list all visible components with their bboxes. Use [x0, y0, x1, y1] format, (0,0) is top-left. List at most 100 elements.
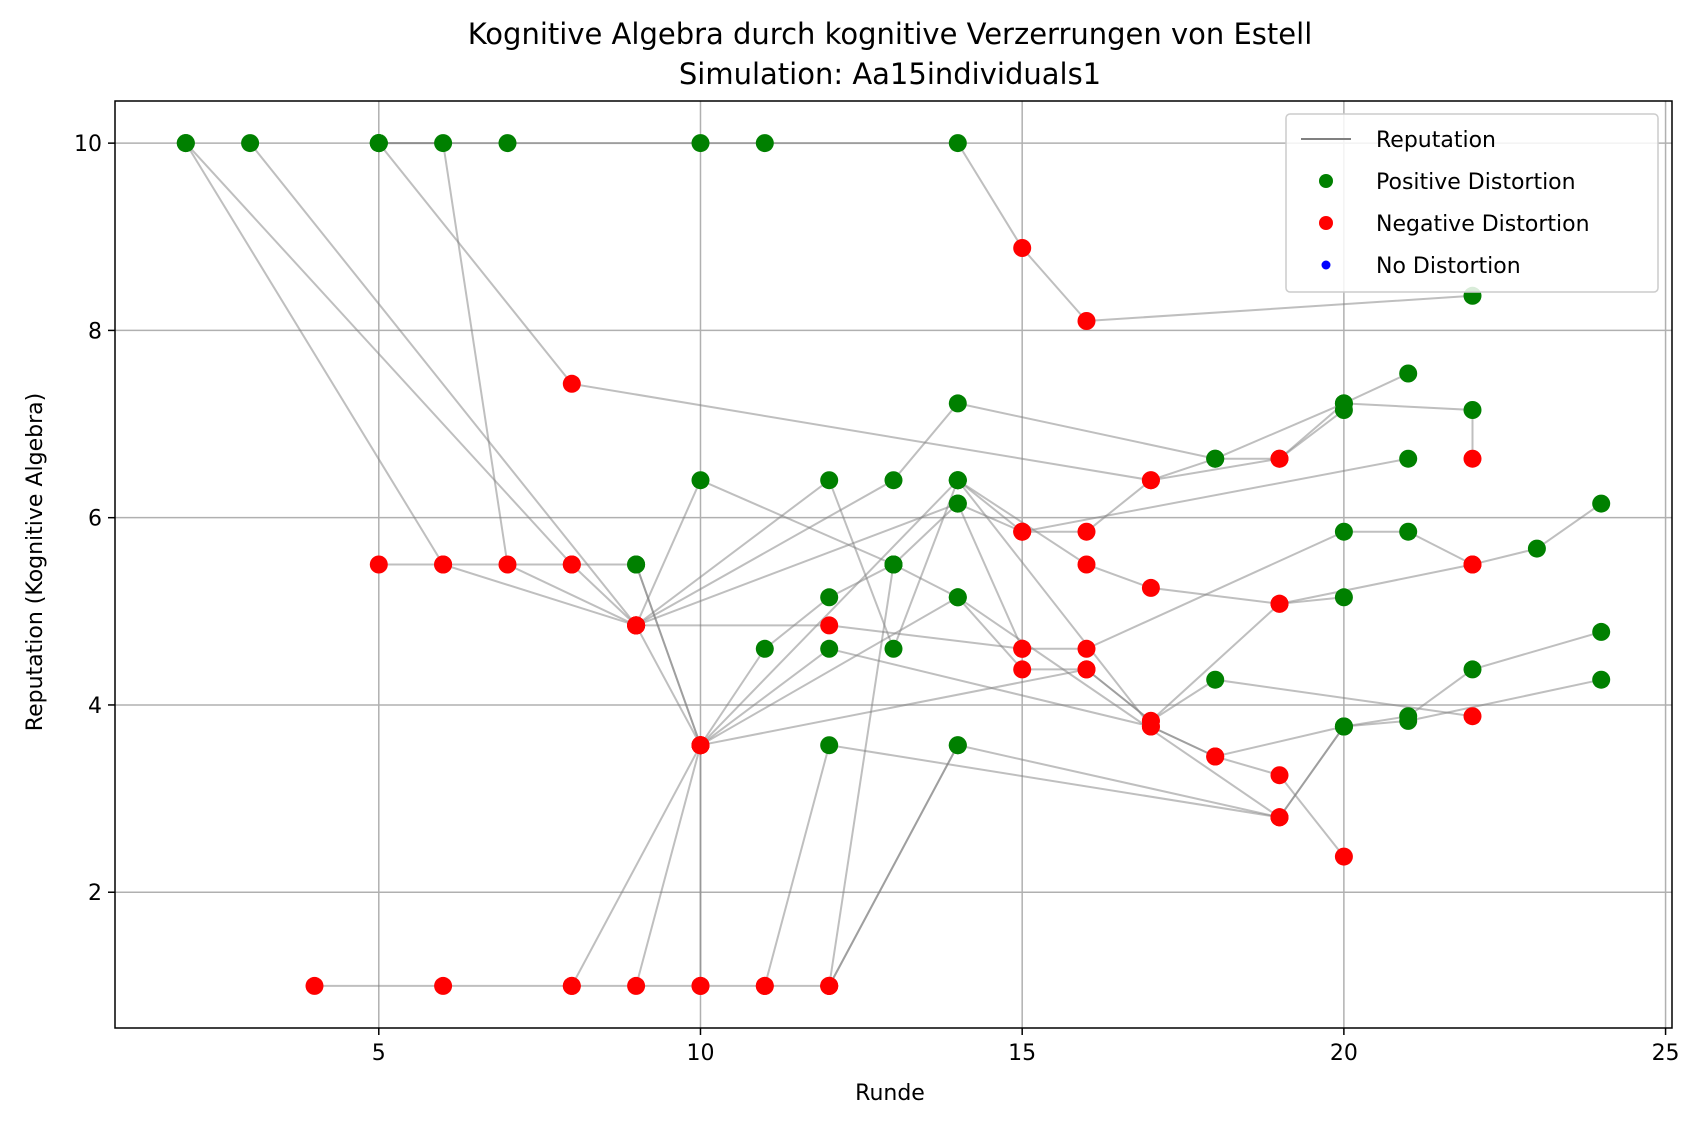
negative-distortion-point	[434, 555, 453, 574]
negative-distortion-point	[1463, 449, 1482, 468]
reputation-line	[378, 142, 1473, 323]
positive-distortion-point	[820, 639, 839, 658]
negative-distortion-point	[562, 374, 581, 393]
positive-distortion-point	[1206, 670, 1225, 689]
y-tick-label: 6	[88, 507, 102, 532]
y-axis-label: Reputation (Kognitive Algebra)	[23, 393, 48, 731]
negative-distortion-point	[1270, 449, 1289, 468]
positive-distortion-point	[1334, 394, 1353, 413]
y-tick-label: 10	[74, 132, 102, 157]
positive-distortion-point	[948, 736, 967, 755]
legend-label-negative: Negative Distortion	[1376, 212, 1590, 237]
reputation-line	[635, 457, 1409, 627]
positive-distortion-point	[1463, 401, 1482, 419]
negative-distortion-point	[305, 976, 324, 995]
negative-distortion-point	[1013, 639, 1032, 658]
positive-distortion-point	[1399, 364, 1418, 383]
negative-distortion-point	[434, 976, 453, 995]
positive-distortion-point	[1592, 670, 1611, 689]
positive-distortion-point	[948, 134, 967, 153]
positive-distortion-point	[369, 134, 388, 153]
negative-distortion-point	[1013, 522, 1032, 541]
negative-distortion-point	[1334, 847, 1353, 866]
negative-distortion-point	[1013, 660, 1032, 679]
positive-distortion-point	[948, 394, 967, 413]
negative-distortion-point	[820, 976, 839, 995]
plot-frame	[114, 100, 1673, 1029]
negative-distortion-point	[1141, 578, 1160, 597]
negative-distortion-point	[1077, 660, 1096, 679]
positive-distortion-point	[884, 555, 903, 574]
positive-distortion-point	[627, 555, 646, 574]
negative-distortion-point	[1270, 766, 1289, 785]
positive-distortion-point	[820, 471, 839, 490]
positive-distortion-point	[1334, 522, 1353, 541]
positive-distortion-point	[1592, 622, 1611, 641]
legend-label-none: No Distortion	[1376, 254, 1521, 279]
positive-distortion-point	[1399, 522, 1418, 541]
chart-subtitle: Simulation: Aa15individuals1	[679, 57, 1101, 91]
negative-distortion-point	[1463, 555, 1482, 574]
negative-distortion-point	[691, 736, 710, 755]
reputation-line	[763, 678, 1602, 987]
reputation-line	[184, 142, 1602, 748]
x-tick-label: 10	[686, 1041, 714, 1066]
positive-distortion-point	[498, 134, 517, 153]
positive-distortion-point	[1334, 717, 1353, 736]
negative-distortion-point	[755, 976, 774, 995]
positive-distortion-point	[1463, 660, 1482, 679]
negative-distortion-point	[1463, 707, 1482, 726]
chart-title: Kognitive Algebra durch kognitive Verzer…	[468, 17, 1313, 51]
negative-distortion-point	[1077, 522, 1096, 541]
negative-distortion-point	[1013, 239, 1032, 257]
positive-distortion-point	[1206, 449, 1225, 468]
positive-distortion-point	[755, 639, 774, 658]
positive-distortion-point	[1334, 588, 1353, 607]
reputation-line	[635, 564, 1345, 747]
positive-distortion-point	[948, 588, 967, 607]
legend: Reputation Positive Distortion Negative …	[1285, 113, 1659, 293]
legend-marker-negative	[1319, 216, 1333, 230]
positive-distortion-point	[755, 134, 774, 153]
x-tick-label: 20	[1330, 1041, 1358, 1066]
y-tick-label: 8	[88, 319, 102, 344]
positive-distortion-point	[1527, 539, 1546, 558]
negative-distortion-point	[562, 976, 581, 995]
negative-distortion-point	[1141, 471, 1160, 490]
axis-ticks: 5 10 15 20 25 2 4 6 8 10	[74, 132, 1680, 1066]
negative-distortion-point	[1270, 594, 1289, 613]
negative-distortion-point	[1077, 555, 1096, 574]
x-tick-label: 15	[1008, 1041, 1036, 1066]
positive-distortion-point	[948, 494, 967, 513]
positive-distortion-point	[820, 588, 839, 607]
positive-distortion-point	[948, 471, 967, 490]
positive-distortion-point	[820, 736, 839, 755]
negative-distortion-point	[691, 976, 710, 995]
legend-marker-none	[1321, 260, 1331, 270]
positive-distortion-point	[691, 134, 710, 153]
positive-distortion-point	[1399, 449, 1418, 468]
negative-distortion-point	[820, 616, 839, 635]
x-axis-label: Runde	[855, 1081, 925, 1106]
positive-distortion-point	[884, 471, 903, 490]
negative-distortion-point	[627, 616, 646, 635]
positive-distortion-point	[691, 471, 710, 490]
negative-distortion-point	[498, 555, 517, 574]
positive-distortion-point	[1399, 711, 1418, 730]
data-points	[176, 134, 1611, 995]
negative-distortion-point	[1077, 312, 1096, 330]
legend-marker-positive	[1319, 174, 1333, 188]
negative-distortion-point	[1270, 808, 1289, 827]
positive-distortion-point	[176, 134, 195, 153]
reputation-line	[828, 744, 959, 987]
negative-distortion-point	[562, 555, 581, 574]
positive-distortion-point	[434, 134, 453, 153]
negative-distortion-point	[1206, 747, 1225, 766]
reputation-line	[571, 744, 1280, 987]
x-tick-label: 5	[372, 1041, 386, 1066]
y-tick-label: 4	[88, 694, 102, 719]
reputation-line	[314, 647, 1345, 987]
legend-label-positive: Positive Distortion	[1376, 170, 1576, 195]
negative-distortion-point	[1141, 711, 1160, 730]
